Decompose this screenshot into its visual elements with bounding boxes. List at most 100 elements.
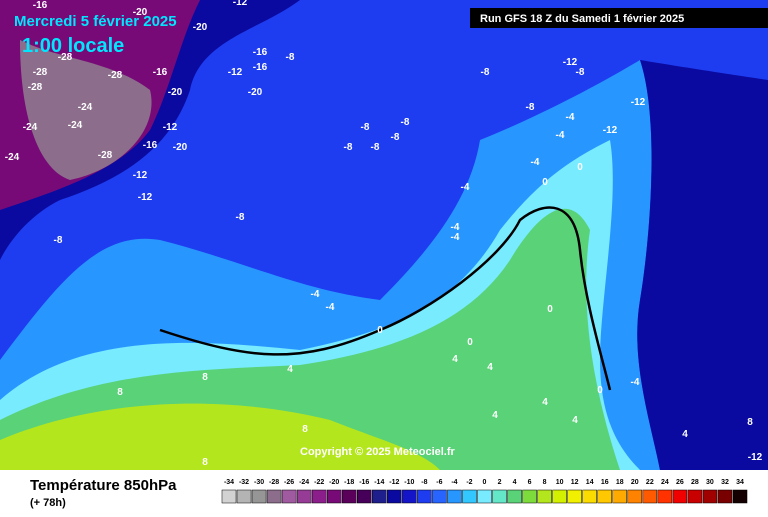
contour-label: 4 bbox=[542, 397, 548, 408]
scale-swatch bbox=[702, 489, 718, 504]
contour-label: 4 bbox=[487, 362, 493, 373]
contour-label: -4 bbox=[566, 112, 575, 123]
contour-label: -20 bbox=[133, 7, 148, 18]
contour-label: -20 bbox=[173, 142, 188, 153]
contour-label: -24 bbox=[23, 122, 38, 133]
scale-swatch bbox=[672, 489, 688, 504]
scale-label: 22 bbox=[646, 479, 654, 486]
scale-label: -12 bbox=[389, 479, 399, 486]
contour-label: -8 bbox=[481, 67, 490, 78]
scale-swatch bbox=[552, 489, 567, 504]
contour-label: -4 bbox=[451, 232, 460, 243]
scale-label: 6 bbox=[528, 479, 532, 486]
scale-swatch bbox=[357, 489, 372, 504]
contour-label: 8 bbox=[302, 424, 308, 435]
scale-label: -28 bbox=[269, 479, 279, 486]
contour-label: -28 bbox=[108, 70, 123, 81]
scale-swatch bbox=[447, 489, 462, 504]
time-text: 1:00 locale bbox=[22, 35, 124, 57]
copyright: Copyright © 2025 Meteociel.fr bbox=[300, 446, 456, 458]
contour-label: -12 bbox=[138, 192, 153, 203]
scale-swatch bbox=[432, 489, 447, 504]
contour-label: 4 bbox=[572, 415, 578, 426]
scale-label: 20 bbox=[631, 479, 639, 486]
scale-label: -20 bbox=[329, 479, 339, 486]
scale-swatch bbox=[732, 489, 748, 504]
run-box bbox=[470, 8, 768, 28]
contour-label: 4 bbox=[682, 429, 688, 440]
scale-label: 0 bbox=[483, 479, 487, 486]
contour-label: -8 bbox=[526, 102, 535, 113]
contour-label: -8 bbox=[54, 235, 63, 246]
scale-swatch bbox=[612, 489, 628, 504]
contour-label: 0 bbox=[597, 385, 603, 396]
scale-swatch bbox=[462, 489, 477, 504]
warmer-region bbox=[0, 403, 440, 470]
scale-swatch bbox=[492, 489, 507, 504]
scale-label: 8 bbox=[543, 479, 547, 486]
contour-label: -4 bbox=[556, 130, 565, 141]
scale-swatch bbox=[266, 489, 282, 504]
contour-label: -4 bbox=[531, 157, 540, 168]
scale-label: -2 bbox=[466, 479, 472, 486]
scale-label: 2 bbox=[498, 479, 502, 486]
contour-label: -28 bbox=[98, 150, 113, 161]
contour-label: -16 bbox=[153, 67, 168, 78]
contour-label: 0 bbox=[547, 304, 553, 315]
contour-label: -28 bbox=[28, 82, 43, 93]
scale-swatch bbox=[627, 489, 643, 504]
scale-swatch bbox=[657, 489, 673, 504]
warm-region bbox=[0, 208, 620, 470]
contour-label: -4 bbox=[451, 222, 460, 233]
contour-label: -8 bbox=[286, 52, 295, 63]
scale-swatch bbox=[582, 489, 597, 504]
contour-label: -12 bbox=[631, 97, 646, 108]
scale-swatch bbox=[296, 489, 312, 504]
scale-swatch bbox=[402, 489, 417, 504]
scale-label: -26 bbox=[284, 479, 294, 486]
contour-label: -8 bbox=[344, 142, 353, 153]
contour-label: -24 bbox=[68, 120, 83, 131]
scale-label: -18 bbox=[344, 479, 354, 486]
scale-swatch bbox=[537, 489, 552, 504]
contour-label: -12 bbox=[233, 0, 248, 8]
contour-label: 8 bbox=[117, 387, 123, 398]
contour-label: -8 bbox=[401, 117, 410, 128]
scale-swatch bbox=[717, 489, 733, 504]
contour-label: -12 bbox=[563, 57, 578, 68]
scale-label: 26 bbox=[676, 479, 684, 486]
scale-swatch bbox=[372, 489, 387, 504]
contour-label: -8 bbox=[576, 67, 585, 78]
contour-label: -4 bbox=[326, 302, 335, 313]
date-text: Mercredi 5 février 2025 bbox=[14, 13, 177, 30]
contour-label: 8 bbox=[202, 457, 208, 468]
scale-swatch bbox=[341, 489, 357, 504]
color-scale: -34 -32 -30 -28 -26 -24 -22 -20 -18 -16 -14 -12 -10-… bbox=[221, 479, 748, 504]
scale-swatch bbox=[522, 489, 537, 504]
contour-label: 8 bbox=[747, 417, 753, 428]
footer-subtitle: (+ 78h) bbox=[30, 497, 66, 509]
run-text: Run GFS 18 Z du Samedi 1 février 2025 bbox=[480, 13, 684, 25]
scale-label: 28 bbox=[691, 479, 699, 486]
scale-label: -24 bbox=[299, 479, 309, 486]
scale-swatch bbox=[597, 489, 612, 504]
scale-label: 4 bbox=[513, 479, 517, 486]
scale-label: 30 bbox=[706, 479, 714, 486]
contour-label: 4 bbox=[287, 364, 293, 375]
scale-swatch bbox=[417, 489, 432, 504]
scale-swatch bbox=[507, 489, 522, 504]
contour-label: -4 bbox=[461, 182, 470, 193]
contour-label: 4 bbox=[492, 410, 498, 421]
scale-swatch bbox=[251, 489, 267, 504]
contour-label: 0 bbox=[467, 337, 473, 348]
scale-label: -22 bbox=[314, 479, 324, 486]
coldest-region bbox=[20, 40, 152, 180]
contour-label: -12 bbox=[133, 170, 148, 181]
contour-label: -24 bbox=[5, 152, 20, 163]
scale-label: 14 bbox=[586, 479, 594, 486]
scale-label: 18 bbox=[616, 479, 624, 486]
contour-label: -28 bbox=[33, 67, 48, 78]
scale-swatch bbox=[477, 489, 492, 504]
contour-label: 4 bbox=[452, 354, 458, 365]
